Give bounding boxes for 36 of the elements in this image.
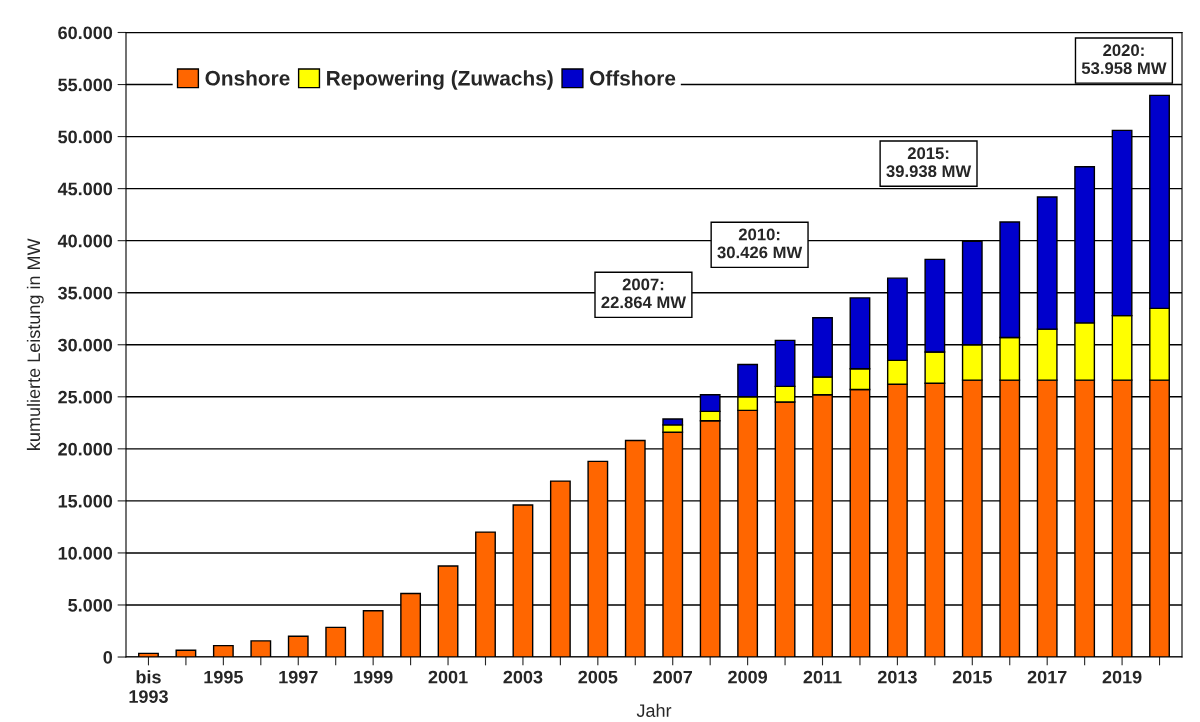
x-tick-label: 2009 [728, 670, 768, 684]
y-tick-label: 15.000 [58, 494, 113, 508]
annotation: 2010: 30.426 MW [717, 228, 803, 259]
x-tick-label: 2005 [578, 670, 618, 684]
x-tick-label: 2003 [503, 670, 543, 684]
y-tick-label: 30.000 [58, 338, 113, 352]
x-tick-label: 1997 [279, 670, 318, 684]
x-tick-label: 2019 [1102, 670, 1142, 684]
x-axis-title: Jahr [636, 703, 672, 717]
y-tick-label: 40.000 [57, 234, 113, 248]
annotation: 2015: 39.938 MW [886, 147, 972, 178]
annotation: 2020: 53.958 MW [1081, 44, 1167, 75]
legend-label: Repowering (Zuwachs) [327, 70, 553, 90]
x-tick-label: 1995 [204, 670, 243, 684]
x-tick-label: 2013 [877, 670, 917, 684]
x-tick-label: 2011 [803, 670, 842, 684]
y-tick-label: 35.000 [58, 286, 113, 300]
x-tick-label: 1999 [354, 670, 393, 684]
y-tick-label: 55.000 [58, 78, 113, 92]
x-tick-label: 2001 [428, 670, 468, 684]
y-tick-label: 0 [103, 650, 113, 664]
legend-label: Offshore [589, 70, 676, 86]
y-axis-title: kumulierte Leistung in MW [26, 238, 44, 450]
y-tick-label: 60.000 [58, 26, 113, 40]
y-tick-label: 5.000 [68, 598, 113, 612]
y-tick-label: 50.000 [58, 130, 113, 144]
annotation: 2007: 22.864 MW [601, 278, 687, 309]
y-tick-label: 10.000 [58, 546, 113, 560]
y-tick-label: 20.000 [58, 442, 113, 456]
x-tick-label: bis 1993 [129, 670, 168, 703]
x-tick-label: 2017 [1027, 670, 1067, 684]
legend-label: Onshore [205, 70, 290, 86]
x-tick-label: 2007 [653, 670, 693, 684]
y-tick-label: 45.000 [57, 182, 113, 196]
y-tick-label: 25.000 [58, 390, 113, 404]
x-tick-label: 2015 [952, 670, 992, 684]
